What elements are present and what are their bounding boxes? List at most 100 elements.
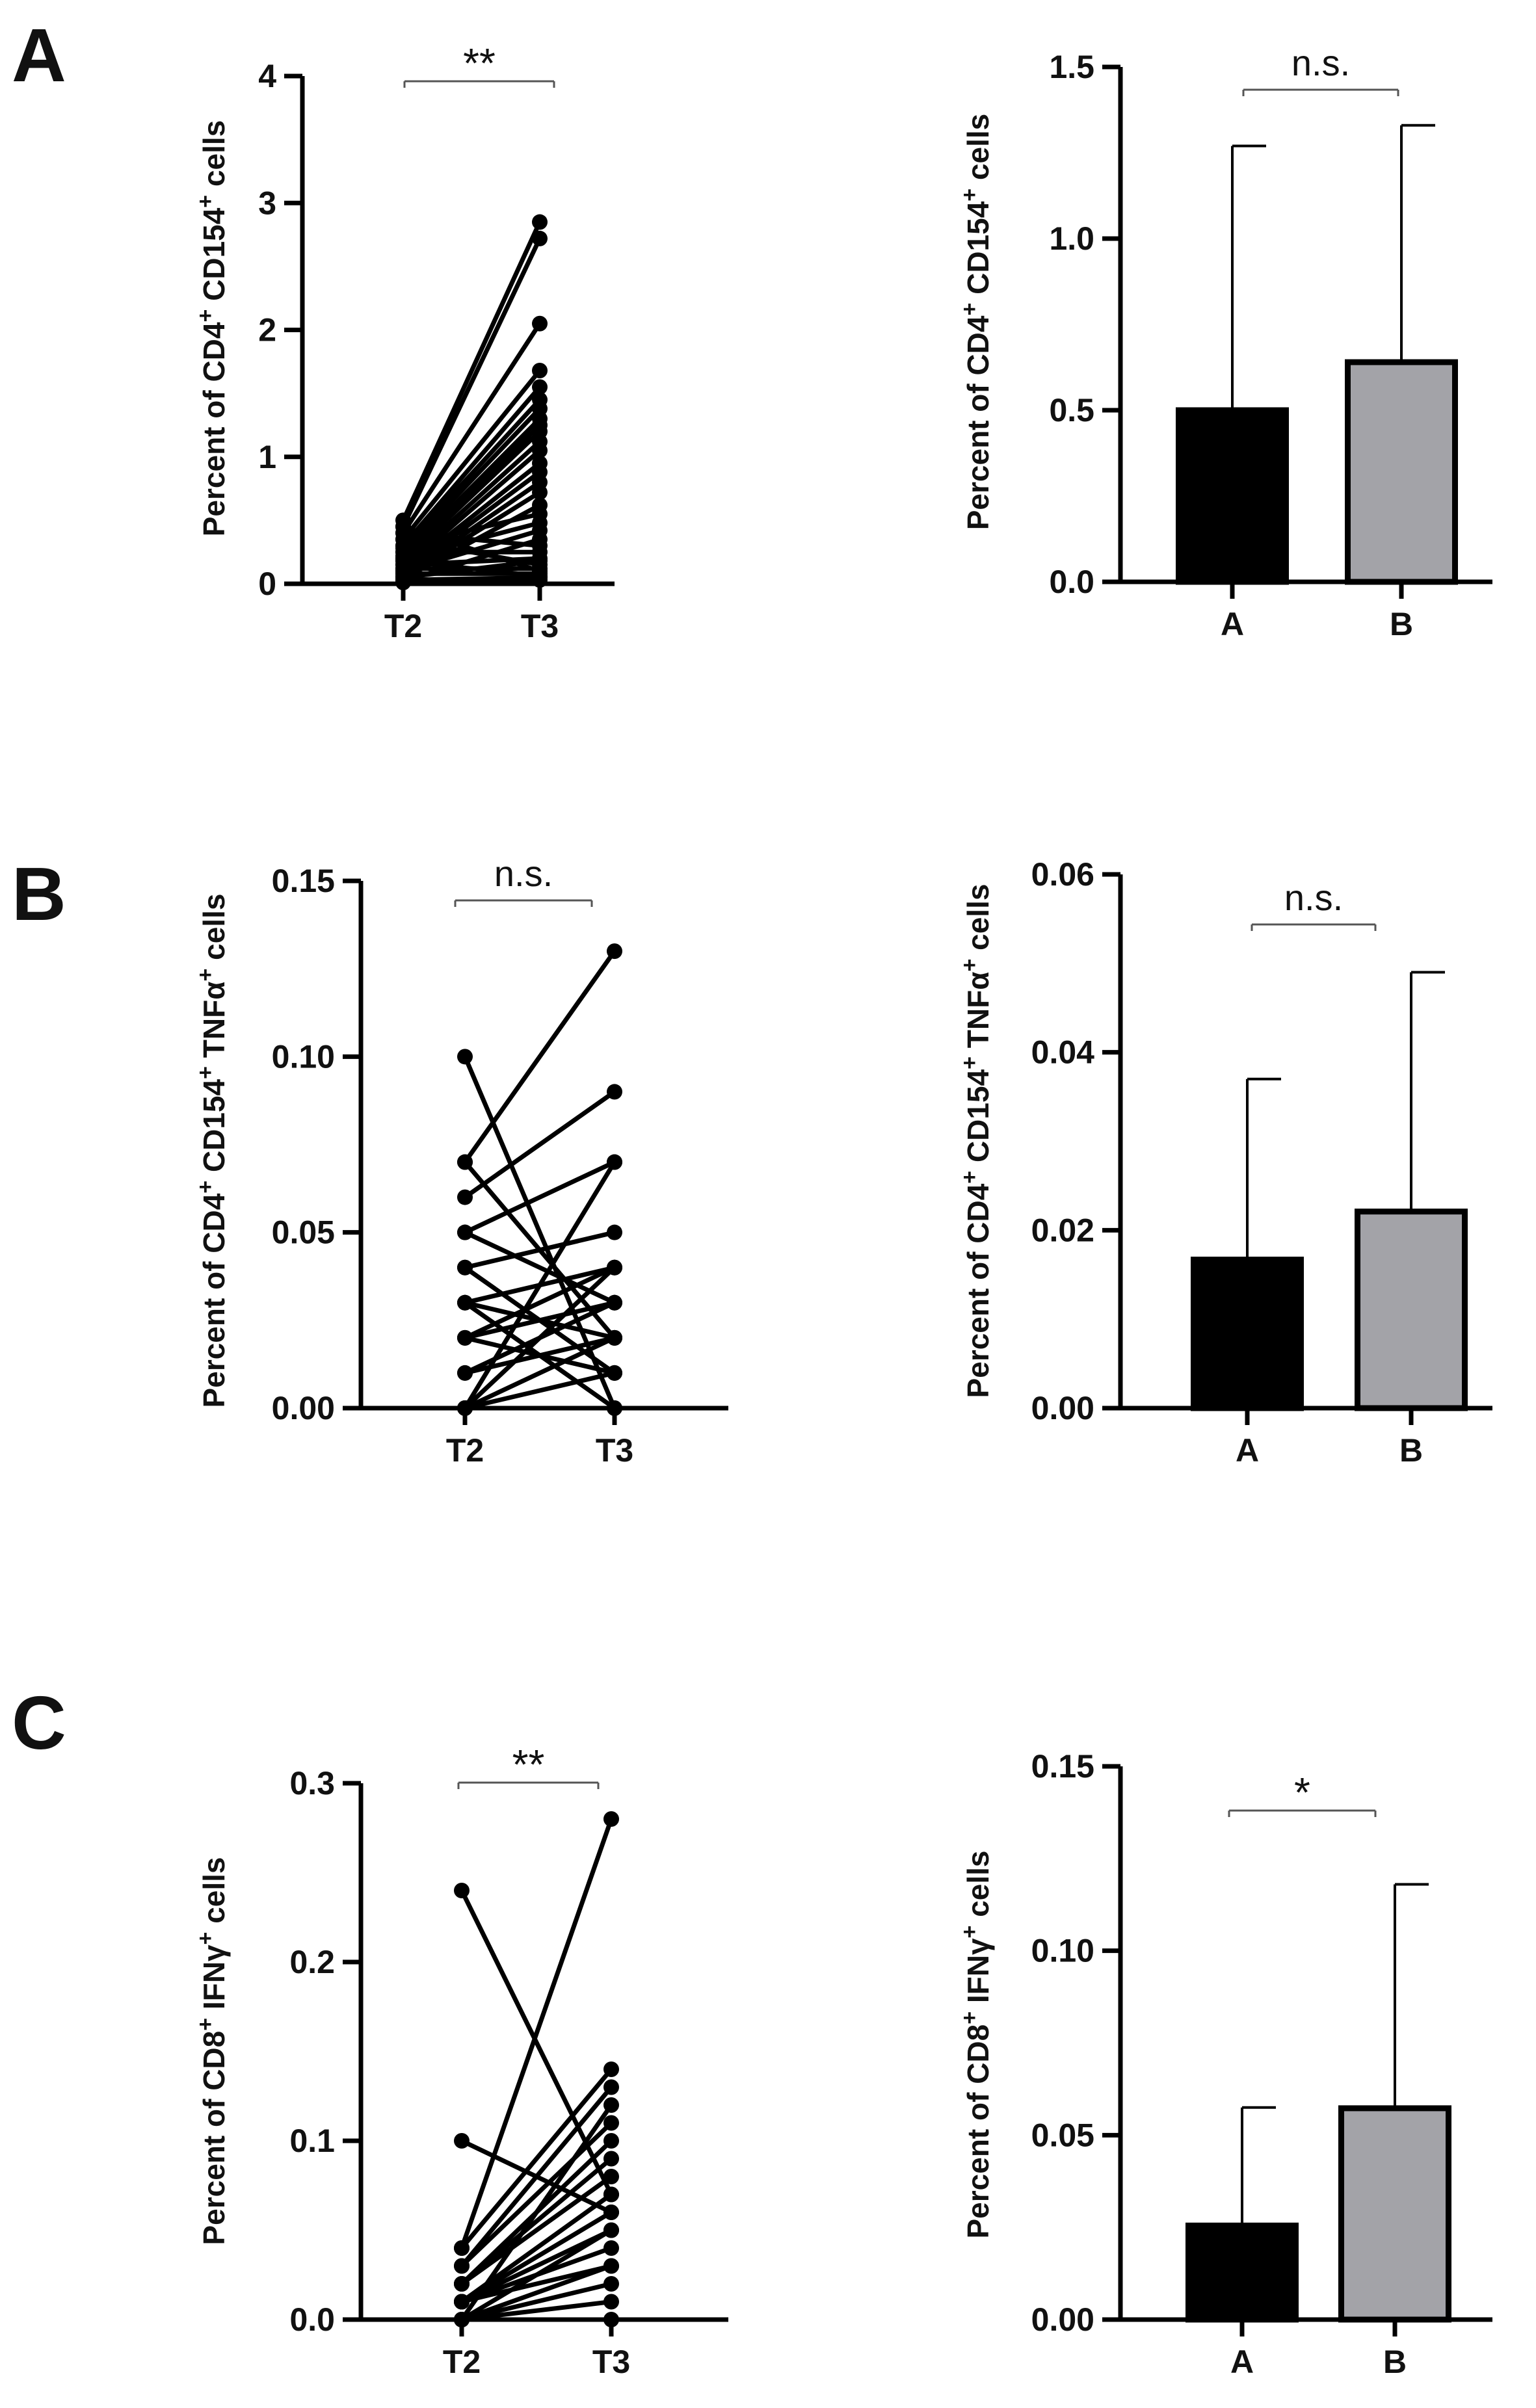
y-tick-label: 0.5 — [1049, 392, 1094, 428]
data-point-t3 — [603, 2205, 619, 2220]
superscript-plus: + — [193, 2018, 218, 2031]
y-tick-label: 0.04 — [1031, 1034, 1095, 1071]
superscript-plus: + — [193, 1932, 218, 1945]
y-tick-label: 1.5 — [1049, 49, 1094, 85]
data-point-t2 — [395, 519, 411, 535]
superscript-plus: + — [957, 1171, 982, 1184]
paired-line — [461, 2264, 612, 2304]
paired-line — [402, 524, 541, 573]
axis-label-part: cells — [961, 1850, 995, 1925]
bar-b — [1355, 1209, 1468, 1411]
paired-line — [401, 398, 542, 550]
x-tick-label: B — [1399, 1432, 1423, 1469]
y-tick-label: 0.0 — [289, 2301, 335, 2338]
superscript-plus: + — [957, 303, 982, 316]
paired-line — [403, 575, 540, 582]
data-point-t2 — [395, 575, 411, 591]
bar-b — [1338, 2105, 1451, 2323]
x-tick-label: A — [1236, 1432, 1259, 1469]
data-point-t3 — [607, 1224, 622, 1240]
data-point-t3 — [603, 2079, 619, 2095]
y-tick-label: 3 — [258, 185, 276, 221]
paired-line — [403, 512, 540, 548]
data-point-t2 — [454, 2240, 470, 2256]
data-point-t2 — [457, 1049, 473, 1065]
data-point-t3 — [603, 2061, 619, 2077]
y-tick-label: 0.02 — [1031, 1212, 1094, 1248]
paired-line — [463, 1160, 616, 1409]
axis-label-part: CD154 — [197, 207, 231, 309]
axis-label-part: cells — [961, 884, 995, 959]
y-tick-label: 0.2 — [289, 1944, 335, 1980]
y-axis-label: Percent of CD4+ CD154+ TNFα+ cells — [957, 884, 995, 1398]
superscript-plus: + — [957, 1056, 982, 1069]
y-tick-label: 0.3 — [289, 1765, 335, 1801]
paired-line — [460, 2175, 613, 2286]
data-point-t3 — [603, 2294, 619, 2310]
data-point-t2 — [457, 1400, 473, 1416]
paired-line — [464, 1160, 616, 1235]
y-tick-label: 0.15 — [1031, 1748, 1094, 1785]
x-tick-label: T3 — [592, 2344, 630, 2380]
x-tick-label: T2 — [443, 2344, 481, 2380]
data-point-t3 — [603, 2169, 619, 2184]
paired-line — [464, 1230, 616, 1305]
superscript-plus: + — [193, 195, 218, 208]
data-point-t3 — [532, 230, 548, 246]
y-tick-label: 0.05 — [272, 1214, 335, 1251]
y-tick-label: 1.0 — [1049, 220, 1094, 257]
y-tick-label: 0.15 — [272, 863, 335, 899]
data-point-t3 — [607, 1329, 622, 1346]
paired-line — [464, 1265, 616, 1341]
paired-line — [403, 537, 540, 568]
paired-line — [464, 1335, 616, 1411]
data-point-t3 — [603, 2133, 619, 2149]
significance-label: n.s. — [494, 853, 553, 894]
paired-line — [401, 386, 542, 547]
paired-line — [460, 2121, 613, 2268]
axis-label-part: Percent of CD8 — [197, 2031, 231, 2245]
axis-label-part: CD154 — [961, 1069, 995, 1170]
chart-c-bar: 0.00 0.05 0.10 0.15 A B Percent of CD8+ IFNγ+ … — [957, 1748, 1492, 2380]
data-point-t2 — [395, 553, 411, 569]
axis-label-part: IFNγ — [197, 1944, 231, 2018]
axis-label-part: CD154 — [197, 1079, 231, 1180]
data-point-t3 — [607, 1154, 622, 1170]
paired-line — [401, 449, 542, 571]
axis-label-part: Percent of CD4 — [961, 1183, 995, 1398]
data-point-t3 — [603, 2258, 619, 2274]
superscript-plus: + — [957, 2011, 982, 2024]
significance-label: ** — [463, 40, 496, 86]
y-tick-label: 0 — [258, 566, 276, 602]
data-point-t3 — [607, 1400, 622, 1416]
data-point-t2 — [457, 1259, 473, 1276]
paired-line — [401, 322, 542, 534]
paired-line — [403, 558, 540, 579]
axis-label-part: cells — [197, 120, 231, 195]
paired-line — [403, 577, 540, 585]
paired-line — [460, 2228, 613, 2304]
data-point-t3 — [603, 2276, 619, 2292]
paired-line — [460, 2156, 613, 2286]
paired-line — [401, 369, 542, 541]
axis-label-part: Percent of CD4 — [197, 1193, 231, 1407]
panel-letter-a: A — [12, 13, 66, 98]
x-tick-label: A — [1230, 2344, 1254, 2380]
bar-b — [1345, 359, 1458, 585]
y-tick-label: 0.06 — [1031, 856, 1094, 893]
y-axis-label: Percent of CD4+ CD154+ TNFα+ cells — [193, 894, 231, 1408]
y-axis-label: Percent of CD8+ IFNγ+ cells — [193, 1857, 231, 2245]
superscript-plus: + — [193, 969, 218, 982]
paired-line — [464, 1230, 615, 1270]
paired-line — [459, 1889, 614, 2196]
data-point-t3 — [532, 572, 548, 588]
data-point-t3 — [603, 2312, 619, 2327]
x-tick-label: T3 — [596, 1432, 633, 1469]
paired-line — [401, 470, 542, 576]
superscript-plus: + — [193, 309, 218, 322]
paired-line — [461, 2281, 612, 2322]
paired-line — [460, 2067, 613, 2250]
